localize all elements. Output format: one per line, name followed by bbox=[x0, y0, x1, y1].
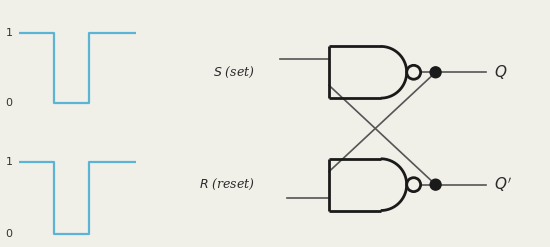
Text: 0: 0 bbox=[6, 98, 13, 108]
Text: 0: 0 bbox=[6, 229, 13, 239]
Text: $Q$: $Q$ bbox=[494, 63, 508, 81]
Text: $Q'$: $Q'$ bbox=[494, 175, 513, 194]
Text: 1: 1 bbox=[6, 27, 13, 38]
Circle shape bbox=[430, 179, 441, 190]
Circle shape bbox=[430, 67, 441, 78]
Text: $R$ (reset): $R$ (reset) bbox=[199, 177, 255, 192]
Text: 1: 1 bbox=[6, 157, 13, 167]
Text: $S$ (set): $S$ (set) bbox=[213, 65, 255, 80]
